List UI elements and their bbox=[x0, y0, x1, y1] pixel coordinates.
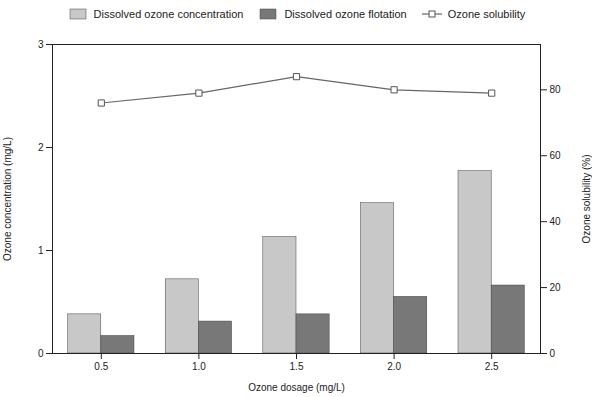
svg-text:1.5: 1.5 bbox=[290, 361, 304, 372]
svg-text:2: 2 bbox=[38, 142, 44, 153]
svg-text:20: 20 bbox=[550, 282, 562, 293]
svg-text:2.0: 2.0 bbox=[387, 361, 401, 372]
svg-text:0: 0 bbox=[38, 348, 44, 359]
svg-text:Ozone concentration (mg/L): Ozone concentration (mg/L) bbox=[2, 137, 13, 261]
svg-text:3: 3 bbox=[38, 39, 44, 50]
svg-text:Ozone solubility (%): Ozone solubility (%) bbox=[581, 155, 592, 244]
svg-text:0.5: 0.5 bbox=[94, 361, 108, 372]
svg-text:40: 40 bbox=[550, 216, 562, 227]
svg-text:Ozone dosage (mg/L): Ozone dosage (mg/L) bbox=[248, 382, 345, 393]
svg-text:0: 0 bbox=[550, 348, 556, 359]
html-text:Ozone solubility: Ozone solubility bbox=[447, 8, 526, 20]
svg-text:1: 1 bbox=[38, 245, 44, 256]
svg-text:2.5: 2.5 bbox=[485, 361, 499, 372]
svg-text:60: 60 bbox=[550, 150, 562, 161]
html-text:Dissolved ozone flotation: Dissolved ozone flotation bbox=[284, 8, 407, 20]
svg-text:80: 80 bbox=[550, 84, 562, 95]
svg-text:1.0: 1.0 bbox=[192, 361, 206, 372]
html-text:Dissolved ozone concentration: Dissolved ozone concentration bbox=[93, 8, 244, 20]
